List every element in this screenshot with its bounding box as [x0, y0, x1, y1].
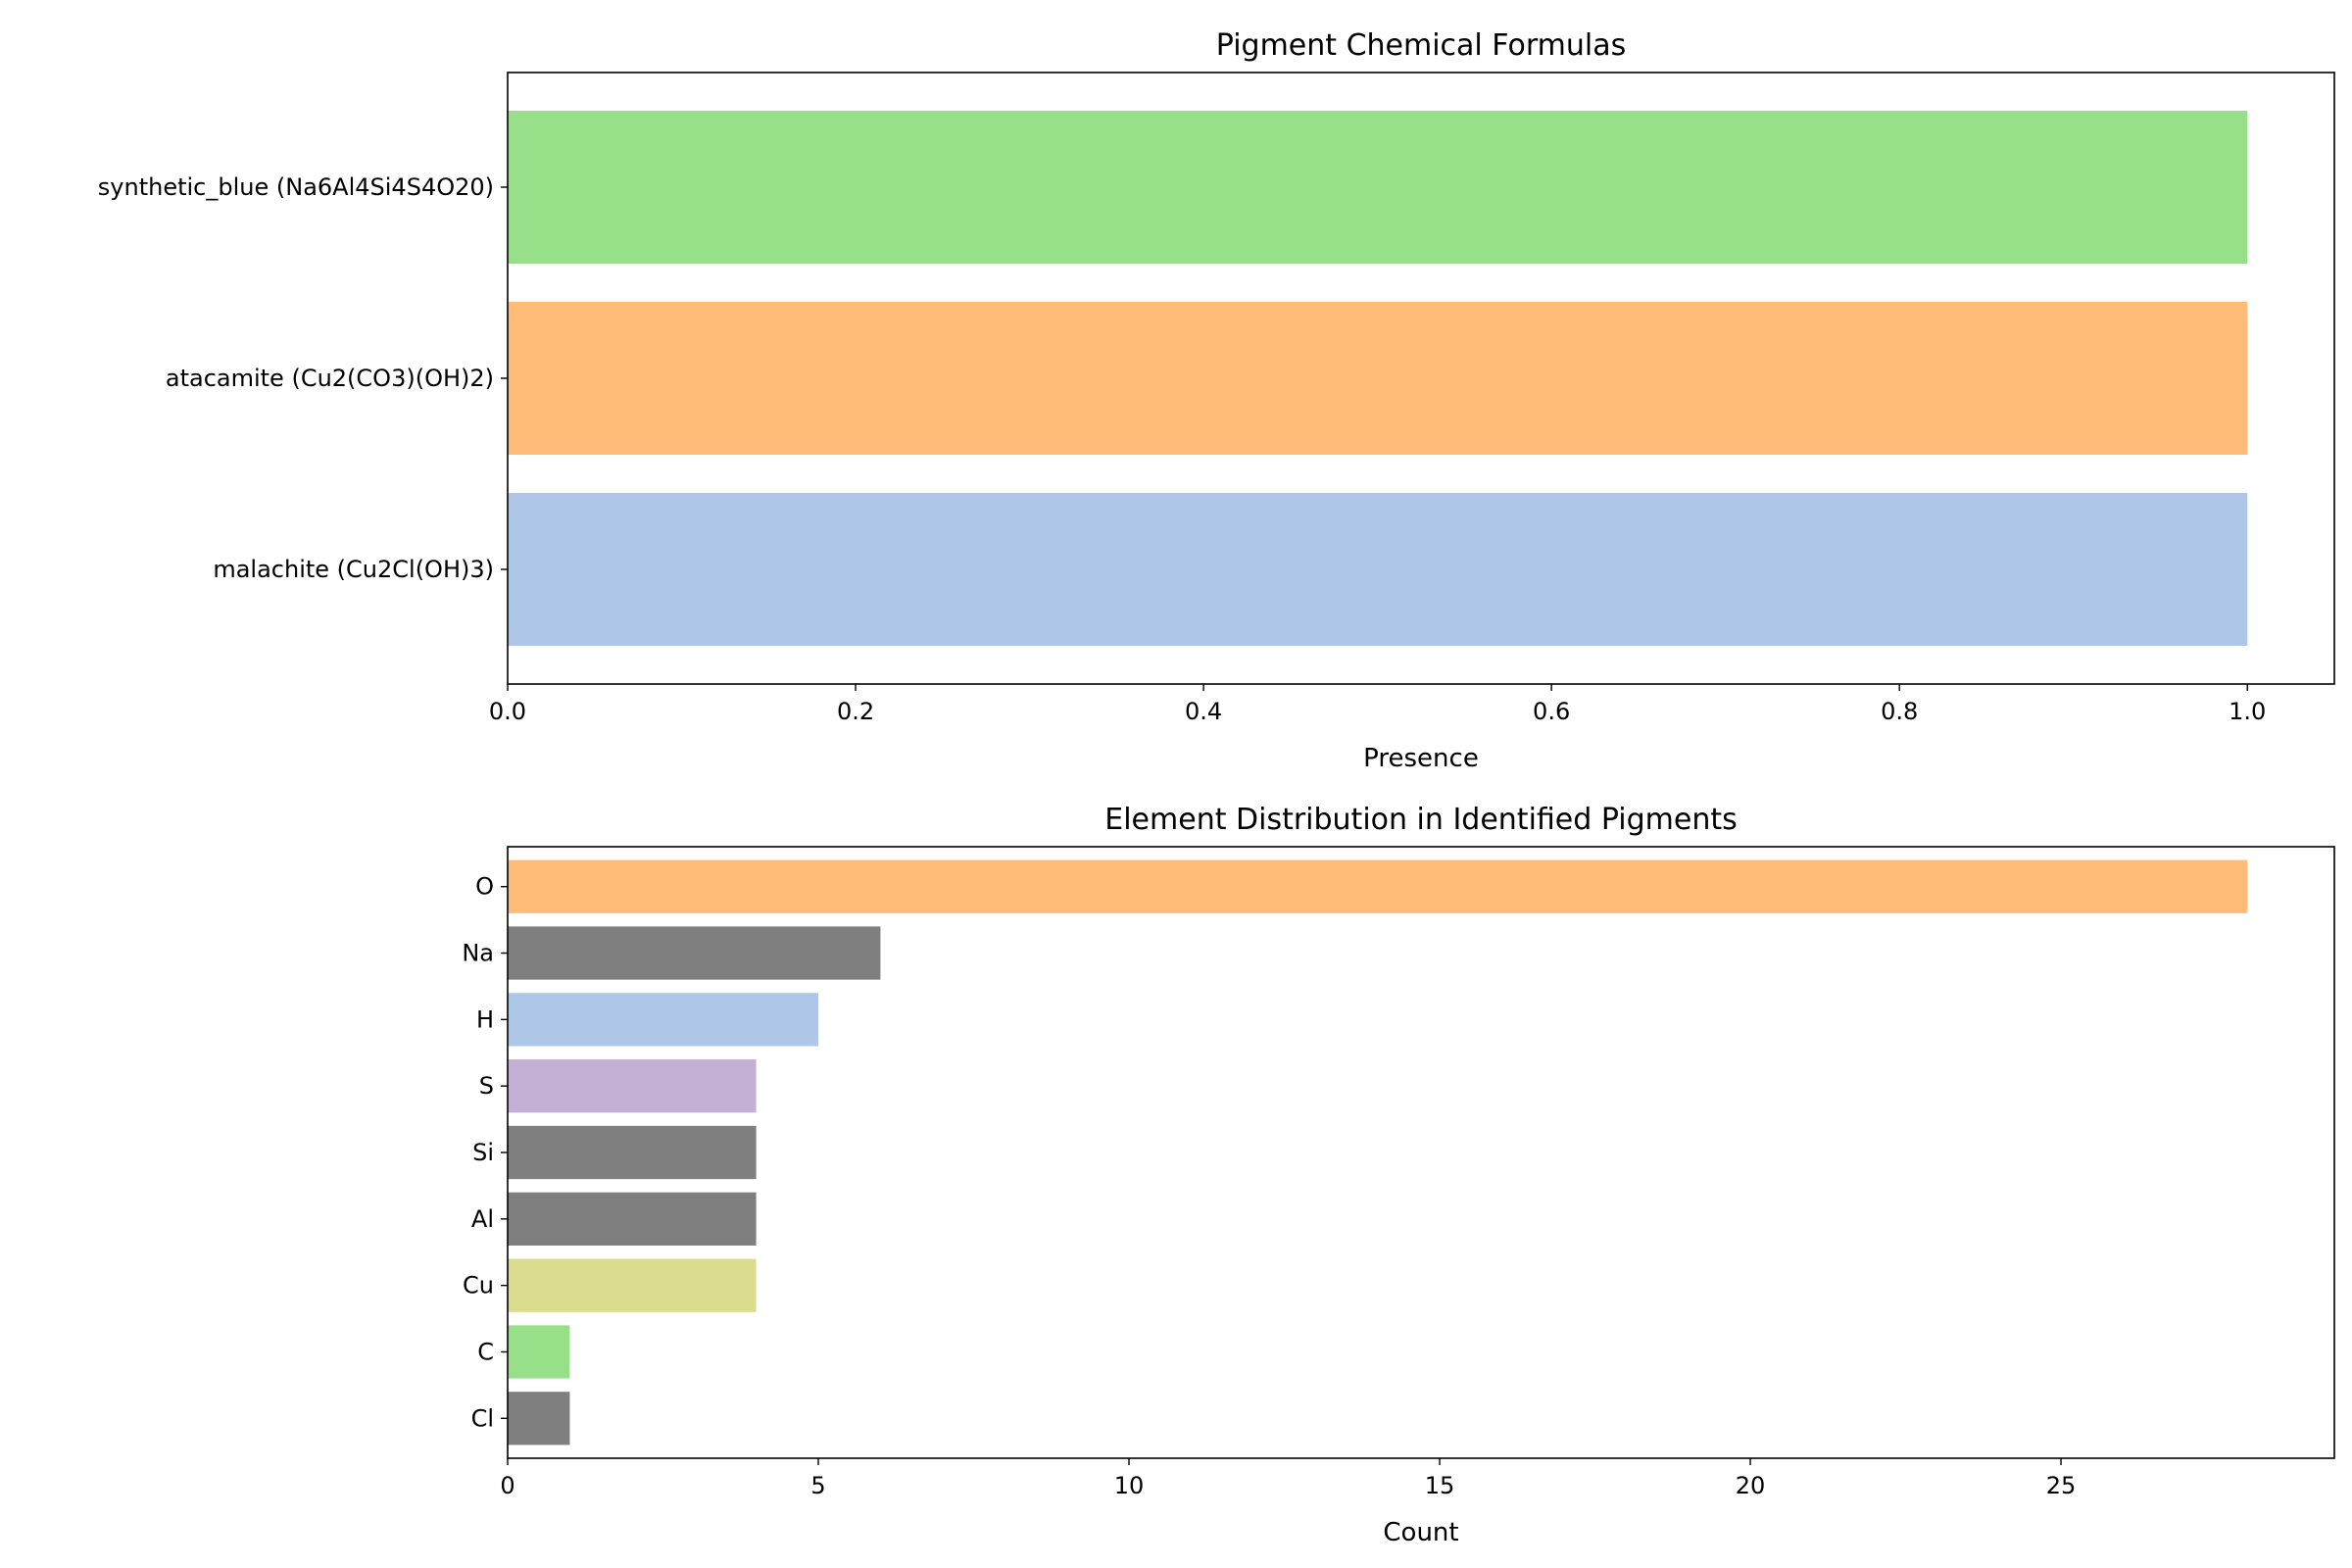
- x-tick-label: 0.0: [489, 698, 526, 725]
- x-axis-label: Count: [1383, 1518, 1458, 1547]
- element-distribution-chart: Element Distribution in Identified Pigme…: [462, 803, 2335, 1547]
- x-tick-label: 0.8: [1881, 698, 1918, 725]
- x-tick-label: 0.6: [1533, 698, 1570, 725]
- y-tick-label: Cu: [463, 1272, 494, 1299]
- y-tick-label: C: [477, 1338, 494, 1365]
- bar-group: [508, 859, 2248, 1446]
- x-tick-label: 25: [2046, 1472, 2077, 1499]
- y-tick-label: synthetic_blue (Na6Al4Si4S4O20): [98, 173, 494, 201]
- x-axis-label: Presence: [1363, 744, 1479, 773]
- bar-s: [508, 1059, 757, 1113]
- bar-synthetic-blue-na6al4si4s4o20: [508, 111, 2248, 264]
- axes-frame: [507, 72, 2335, 685]
- y-tick-label: Al: [471, 1205, 494, 1233]
- bar-si: [508, 1125, 757, 1180]
- axes-frame: [507, 846, 2335, 1459]
- y-tick-label: H: [476, 1005, 494, 1033]
- bar-malachite-cu2cl-oh-3: [508, 493, 2248, 646]
- y-tick-label: O: [475, 873, 494, 901]
- x-tick-label: 0.2: [837, 698, 874, 725]
- bar-c: [508, 1325, 570, 1379]
- chart-title: Element Distribution in Identified Pigme…: [1104, 803, 1737, 837]
- x-tick-label: 0.4: [1185, 698, 1222, 725]
- y-tick-label: S: [479, 1072, 494, 1100]
- tick-group: malachite (Cu2Cl(OH)3) atacamite (Cu2(CO3…: [98, 173, 2267, 725]
- x-tick-label: 5: [810, 1472, 825, 1499]
- x-tick-label: 20: [1736, 1472, 1766, 1499]
- tick-group: Cl C Cu Al Si S H Na O 0 5 10 15 20 25: [462, 873, 2076, 1499]
- bar-al: [508, 1192, 757, 1246]
- pigment-formulas-chart: Pigment Chemical Formulas malachite (Cu2…: [98, 28, 2335, 773]
- x-tick-label: 15: [1425, 1472, 1455, 1499]
- bar-h: [508, 993, 819, 1047]
- bar-cu: [508, 1258, 757, 1312]
- chart-title: Pigment Chemical Formulas: [1216, 28, 1626, 63]
- y-tick-label: Si: [472, 1139, 494, 1166]
- y-tick-label: Cl: [471, 1404, 494, 1432]
- bar-na: [508, 926, 881, 980]
- bar-atacamite-cu2-co3-oh-2: [508, 302, 2248, 455]
- y-tick-label: Na: [462, 940, 494, 967]
- bar-o: [508, 859, 2248, 913]
- x-tick-label: 0: [500, 1472, 514, 1499]
- x-tick-label: 10: [1114, 1472, 1145, 1499]
- x-tick-label: 1.0: [2229, 698, 2266, 725]
- bar-group: [508, 111, 2248, 646]
- y-tick-label: atacamite (Cu2(CO3)(OH)2): [166, 365, 494, 392]
- y-tick-label: malachite (Cu2Cl(OH)3): [213, 556, 494, 583]
- bar-cl: [508, 1392, 570, 1446]
